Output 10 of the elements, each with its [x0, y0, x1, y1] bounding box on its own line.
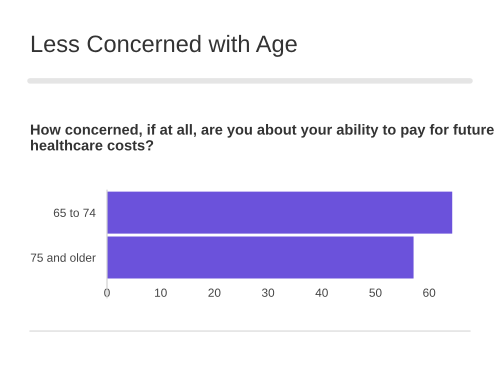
x-tick-label: 50: [369, 288, 382, 297]
y-tick-label: 65 to 74: [54, 208, 96, 218]
y-tick-label: 75 and older: [30, 253, 96, 262]
x-tick-label: 60: [423, 288, 436, 297]
chart-subtitle: How concerned, if at all, are you about your ability to pay for future healthcare costs?: [30, 124, 494, 150]
chart-title: Less Concerned with Age: [32, 34, 297, 57]
x-tick-label: 30: [262, 288, 274, 297]
x-tick-label: 40: [315, 288, 328, 297]
x-tick-label: 20: [208, 288, 220, 297]
x-tick-label: 10: [155, 288, 167, 297]
